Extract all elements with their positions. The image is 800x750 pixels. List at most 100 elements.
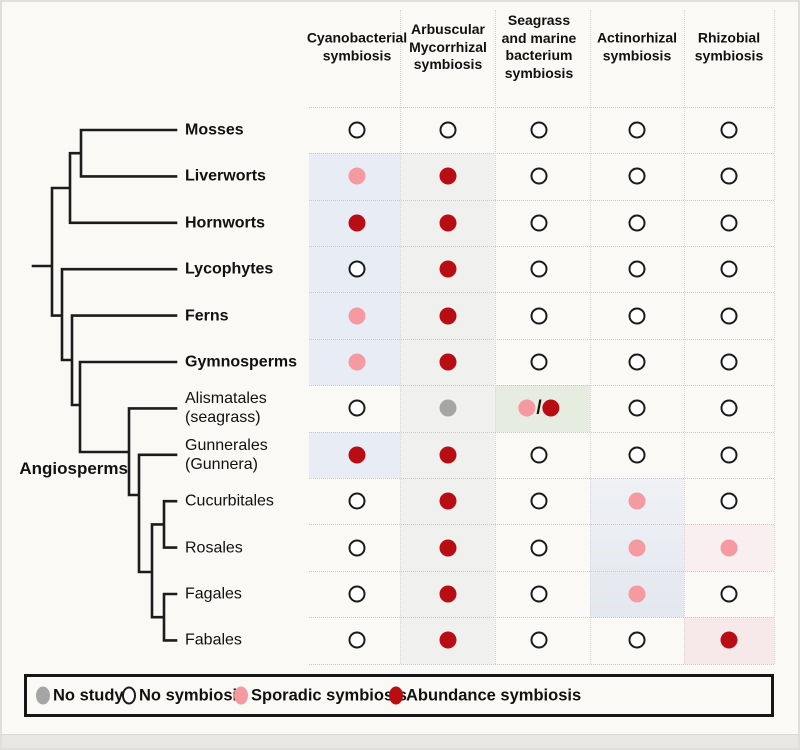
symbiosis-dot-none [720, 121, 738, 139]
taxon-label-fabales: Fabales [185, 631, 242, 650]
symbiosis-dot-none [530, 539, 548, 557]
column-header-arbuscular-mycorrhizal-symbiosis: Arbuscular Mycorrhizal symbiosis [409, 21, 487, 74]
taxon-label-liverworts: Liverworts [185, 167, 266, 186]
column-header-line: symbiosis [694, 47, 764, 63]
symbiosis-dot-none [530, 121, 548, 139]
symbiosis-dot-none [720, 214, 738, 232]
column-header-line: symbiosis [413, 55, 483, 72]
symbiosis-dot-none [348, 585, 366, 603]
column-header-cyanobacterial-symbiosis: Cyanobacterial symbiosis [307, 30, 407, 65]
symbiosis-dot-none [348, 121, 366, 139]
column-header-line: Mycorrhizal [409, 38, 487, 55]
bottom-edge [2, 734, 798, 748]
gridline-horizontal [309, 292, 774, 294]
gridline-horizontal [309, 478, 774, 479]
symbiosis-dot-none [530, 492, 548, 510]
symbiosis-dot-none [628, 167, 646, 185]
gridline-horizontal [309, 385, 774, 387]
column-header-line: Rhizobial [697, 29, 761, 46]
gridline-horizontal [309, 246, 774, 247]
cell-highlight [495, 385, 590, 432]
symbiosis-dot-abundance [720, 631, 738, 649]
symbiosis-dot-abundance [348, 446, 366, 464]
symbiosis-dot-abundance [439, 539, 457, 557]
taxon-label-line: Fabales [185, 631, 242, 649]
symbiosis-dot-none [530, 167, 548, 185]
gridline-vertical [774, 10, 775, 664]
legend-item-abundance-symbiosis: Abundance symbiosis [389, 686, 581, 705]
symbiosis-dot-none [628, 353, 646, 371]
legend-label: No symbiosis [139, 686, 247, 704]
symbiosis-dot-none [530, 260, 548, 278]
symbiosis-dot-none [720, 167, 738, 185]
symbiosis-dot-abundance [439, 260, 457, 278]
symbiosis-dot-none [720, 446, 738, 464]
legend-item-sporadic-symbiosis: Sporadic symbiosis [234, 686, 407, 705]
taxon-label-line: Gymnosperms [185, 353, 298, 371]
symbiosis-dot-none [530, 446, 548, 464]
legend-label: Abundance symbiosis [406, 686, 582, 704]
taxon-label-alismatales-seagrass: Alismatales (seagrass) [185, 389, 267, 427]
legend-label: No study [53, 686, 124, 704]
symbiosis-dot-none [530, 307, 548, 325]
symbiosis-dot-none [530, 214, 548, 232]
symbiosis-dot-abundance [439, 167, 457, 185]
column-header-line: Actinorhizal [596, 29, 678, 46]
sporadic-dot [518, 399, 536, 417]
symbiosis-dot-abundance [439, 214, 457, 232]
symbiosis-dot-none [530, 585, 548, 603]
taxon-label-line: Ferns [185, 307, 229, 325]
gridline-vertical [495, 10, 496, 664]
symbiosis-dot-no_study [439, 399, 457, 417]
symbiosis-dot-none [720, 585, 738, 603]
taxon-label-line: Hornworts [185, 214, 265, 232]
column-header-line: bacterium [505, 47, 573, 63]
gridline-horizontal [309, 338, 774, 340]
column-header-actinorhizal-symbiosis: Actinorhizal symbiosis [597, 30, 677, 65]
abundance-dot [542, 399, 560, 417]
symbiosis-dot-sporadic [628, 492, 646, 510]
symbiosis-dot-abundance [439, 631, 457, 649]
column-header-rhizobial-symbiosis: Rhizobial symbiosis [695, 30, 763, 65]
symbiosis-dot-sporadic [348, 353, 366, 371]
taxon-label-rosales: Rosales [185, 538, 243, 557]
symbiosis-dot-none [348, 260, 366, 278]
symbiosis-dot-abundance [439, 307, 457, 325]
clade-label-angiosperms: Angiosperms [19, 459, 128, 478]
symbiosis-dot-sporadic [628, 539, 646, 557]
gridline-vertical [684, 10, 685, 664]
taxon-label-gymnosperms: Gymnosperms [185, 353, 297, 372]
gridline-horizontal [309, 153, 774, 155]
symbiosis-dot-none [628, 214, 646, 232]
symbiosis-dot-none [720, 492, 738, 510]
taxon-label-cucurbitales: Cucurbitales [185, 492, 274, 511]
symbiosis-dot-dual-alismatales-seagrass: / [518, 397, 560, 419]
taxon-label-line: Cucurbitales [185, 492, 274, 510]
column-header-line: Seagrass [507, 12, 571, 28]
taxon-label-line: Liverworts [185, 167, 266, 185]
symbiosis-dot-sporadic [720, 539, 738, 557]
legend-item-no-study: No study [36, 686, 124, 705]
taxon-label-gunnerales-gunnera: Gunnerales (Gunnera) [185, 436, 268, 474]
taxon-label-line: Mosses [185, 121, 244, 139]
symbiosis-dot-none [530, 353, 548, 371]
symbiosis-dot-none [720, 260, 738, 278]
symbiosis-dot-abundance [439, 353, 457, 371]
taxon-label-line: Gunnerales [185, 436, 268, 454]
symbiosis-dot-sporadic [348, 307, 366, 325]
slash-separator: / [536, 397, 542, 419]
column-header-line: Cyanobacterial [306, 29, 408, 46]
legend-none-dot [122, 686, 136, 705]
symbiosis-dot-abundance [439, 446, 457, 464]
symbiosis-dot-none [628, 446, 646, 464]
legend-item-no-symbiosis: No symbiosis [122, 686, 246, 705]
gridline-horizontal [309, 431, 774, 433]
column-header-line: and marine [501, 29, 577, 46]
legend-no_study-dot [36, 686, 50, 705]
symbiosis-dot-none [348, 492, 366, 510]
legend-sporadic-dot [234, 686, 248, 705]
gridline-horizontal [309, 106, 774, 108]
taxon-label-line: Alismatales [185, 390, 267, 408]
column-header-line: symbiosis [602, 47, 672, 63]
